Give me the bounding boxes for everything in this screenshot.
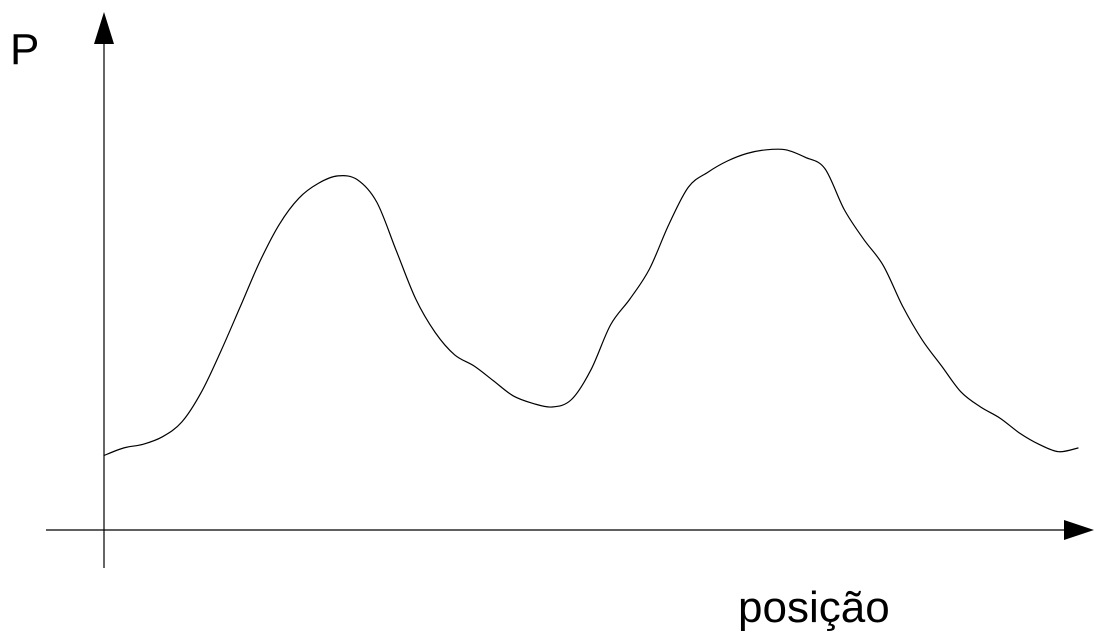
y-axis-arrowhead <box>94 12 114 44</box>
x-axis-label: posição <box>738 583 890 632</box>
x-axis-arrowhead <box>1064 520 1094 540</box>
series-line <box>103 148 1079 457</box>
y-axis-label: P <box>10 25 39 74</box>
